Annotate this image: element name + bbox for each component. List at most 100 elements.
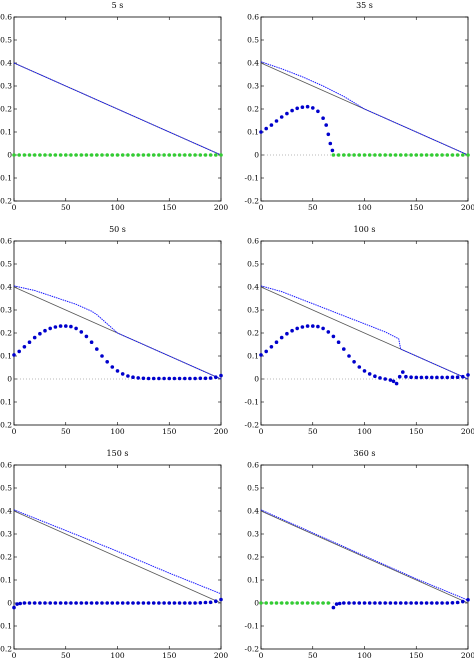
y-tick-label: -0.1 [0, 398, 12, 407]
data-point [198, 376, 203, 381]
data-point [214, 153, 218, 157]
panel-6: 360 s -0.2 -0.1 0 0.1 0.2 0.3 0.4 0.5 0.6 0 50 100 15… [245, 449, 474, 660]
data-point [162, 601, 166, 605]
x-tick-label: 50 [61, 427, 71, 436]
data-point [419, 153, 424, 157]
data-point [214, 375, 218, 380]
data-point [324, 123, 329, 127]
data-point [393, 601, 398, 605]
data-point [126, 374, 130, 378]
data-point [388, 153, 393, 157]
data-point [334, 602, 339, 606]
data-point [259, 601, 263, 605]
data-point [188, 601, 192, 605]
data-point [183, 601, 187, 605]
data-point [269, 123, 274, 127]
data-point [115, 601, 120, 605]
data-point [136, 153, 140, 157]
y-tick-label: 0.1 [247, 128, 259, 137]
data-point [43, 601, 47, 605]
data-point [357, 365, 362, 369]
data-point [219, 373, 223, 378]
data-point [404, 374, 408, 379]
data-point [79, 153, 84, 157]
data-point [352, 153, 356, 157]
data-point [321, 116, 325, 120]
data-point [290, 328, 294, 333]
data-point [342, 153, 346, 157]
data-point [95, 601, 99, 605]
data-point [274, 340, 279, 345]
data-point [398, 601, 403, 605]
data-point [32, 601, 37, 605]
data-point [141, 153, 146, 157]
data-point [48, 153, 52, 157]
y-tick-label: -0.1 [245, 174, 259, 183]
y-tick-label: -0.2 [245, 197, 260, 206]
y-tick-label: -0.2 [0, 645, 12, 654]
data-point [269, 345, 274, 349]
data-point [279, 335, 284, 340]
series-line [13, 509, 222, 595]
data-point [397, 374, 402, 379]
y-tick-label: 0.5 [247, 484, 259, 493]
data-point [378, 376, 382, 380]
data-point [391, 379, 396, 384]
y-tick-label: 0.6 [0, 13, 12, 22]
y-tick-label: 0.3 [247, 530, 259, 539]
y-tick-label: 0.2 [0, 553, 12, 562]
data-point [290, 601, 294, 605]
data-point [38, 153, 42, 157]
series-line [260, 285, 469, 380]
y-tick-label: 0.5 [0, 260, 12, 269]
data-point [326, 330, 331, 334]
data-point [100, 153, 104, 157]
data-point [401, 370, 405, 374]
data-point [285, 601, 289, 605]
data-point [151, 601, 156, 605]
data-point [424, 375, 429, 380]
data-point [274, 601, 279, 605]
data-point [373, 153, 377, 157]
data-point [352, 360, 356, 364]
x-tick-label: 50 [308, 651, 318, 660]
data-point [419, 375, 424, 380]
data-point [22, 345, 27, 349]
y-tick-label: 0 [254, 375, 259, 384]
data-point [455, 375, 460, 380]
data-point [466, 153, 470, 157]
data-point [126, 601, 130, 605]
data-point [450, 601, 455, 605]
data-point [27, 153, 32, 157]
data-point [367, 372, 372, 376]
data-point [84, 334, 89, 339]
data-point [69, 324, 73, 329]
y-tick-label: 0.5 [0, 36, 12, 45]
x-tick-label: 200 [461, 203, 474, 212]
y-tick-label: 0.4 [247, 507, 259, 516]
data-point [311, 324, 315, 328]
data-point [388, 601, 393, 605]
data-point [279, 601, 284, 605]
x-tick-label: 100 [357, 651, 372, 660]
data-point [362, 153, 367, 157]
data-point [357, 153, 362, 157]
data-point [32, 153, 37, 157]
data-point [424, 601, 429, 605]
data-point [424, 153, 429, 157]
data-point [43, 153, 47, 157]
series-line [260, 61, 469, 156]
data-point [409, 601, 413, 605]
data-point [450, 153, 455, 157]
panel-title: 50 s [109, 225, 126, 234]
y-tick-label: 0 [7, 599, 12, 608]
data-point [12, 605, 16, 610]
data-point [461, 374, 465, 379]
data-point [172, 153, 177, 157]
data-point [362, 601, 367, 605]
data-point [120, 153, 125, 157]
data-point [300, 601, 305, 605]
y-tick-label: 0.4 [247, 59, 259, 68]
data-point [430, 153, 434, 157]
data-point [393, 153, 398, 157]
